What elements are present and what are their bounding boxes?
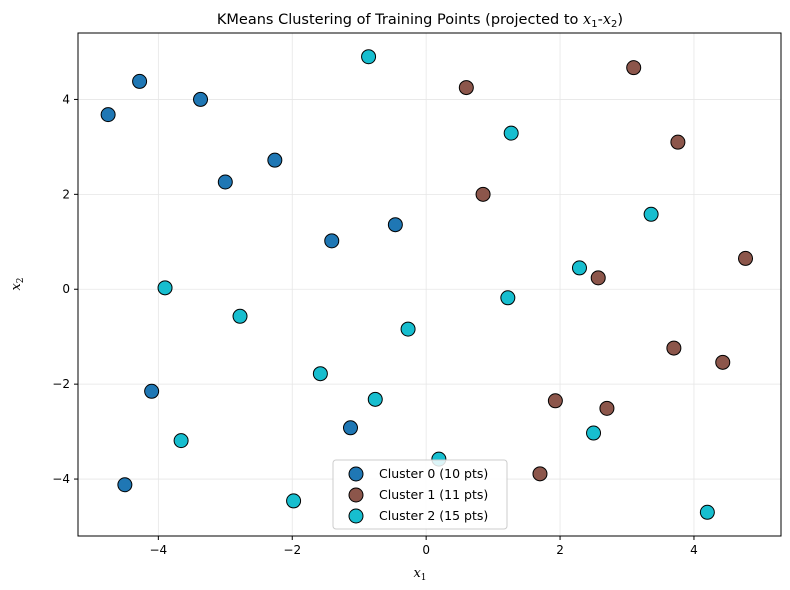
data-point-cluster-0 (217, 174, 233, 190)
data-point-cluster-2 (157, 280, 173, 296)
x-tick-label: −4 (149, 543, 167, 557)
data-point-cluster-1 (547, 393, 563, 409)
y-tick-label: 4 (62, 92, 70, 106)
data-point-cluster-1 (738, 250, 754, 266)
data-point-cluster-0 (193, 91, 209, 107)
legend-marker-cluster-2 (348, 508, 364, 524)
chart-title: KMeans Clustering of Training Points (pr… (217, 12, 623, 30)
legend-label-cluster-1: Cluster 1 (11 pts) (379, 487, 488, 502)
data-point-cluster-0 (342, 420, 358, 436)
data-point-cluster-0 (324, 233, 340, 249)
x-axis-label: x1 (413, 566, 426, 583)
y-tick-label: −2 (52, 377, 70, 391)
data-point-cluster-2 (232, 308, 248, 324)
x-tick-label: 0 (422, 543, 430, 557)
data-point-cluster-2 (586, 425, 602, 441)
data-point-cluster-1 (715, 354, 731, 370)
data-point-cluster-0 (267, 152, 283, 168)
y-tick-label: 0 (62, 282, 70, 296)
legend-marker-cluster-1 (348, 487, 364, 503)
data-point-cluster-2 (500, 290, 516, 306)
data-points (100, 49, 754, 520)
y-tick-label: 2 (62, 187, 70, 201)
x-tick-label: 2 (556, 543, 564, 557)
legend: Cluster 0 (10 pts) Cluster 1 (11 pts) Cl… (332, 459, 508, 530)
data-point-cluster-0 (144, 383, 160, 399)
legend-box (332, 459, 508, 530)
legend-label-cluster-2: Cluster 2 (15 pts) (379, 508, 488, 523)
legend-label-cluster-0: Cluster 0 (10 pts) (379, 466, 488, 481)
data-point-cluster-2 (571, 260, 587, 276)
data-point-cluster-1 (666, 340, 682, 356)
data-point-cluster-2 (173, 433, 189, 449)
x-tick-label: −2 (283, 543, 301, 557)
data-point-cluster-2 (286, 493, 302, 509)
data-point-cluster-1 (458, 80, 474, 96)
data-point-cluster-2 (503, 125, 519, 141)
legend-marker-cluster-0 (348, 466, 364, 482)
data-point-cluster-0 (100, 107, 116, 123)
data-point-cluster-2 (699, 504, 715, 520)
data-point-cluster-2 (367, 391, 383, 407)
data-point-cluster-0 (117, 477, 133, 493)
plot-frame (77, 32, 782, 537)
data-point-cluster-2 (400, 321, 416, 337)
data-point-cluster-1 (670, 134, 686, 150)
y-axis-label: x2 (9, 277, 26, 290)
data-point-cluster-2 (361, 49, 377, 65)
data-point-cluster-1 (475, 186, 491, 202)
data-point-cluster-1 (590, 270, 606, 286)
data-point-cluster-1 (599, 400, 615, 416)
data-point-cluster-1 (626, 60, 642, 76)
data-point-cluster-2 (643, 206, 659, 222)
data-point-cluster-0 (387, 217, 403, 233)
axis-ticks: −4 −2 0 2 4 −4 −2 0 2 4 (52, 92, 697, 557)
x-tick-label: 4 (690, 543, 698, 557)
data-point-cluster-2 (312, 366, 328, 382)
data-point-cluster-0 (132, 73, 148, 89)
y-tick-label: −4 (52, 472, 70, 486)
data-point-cluster-1 (532, 466, 548, 482)
